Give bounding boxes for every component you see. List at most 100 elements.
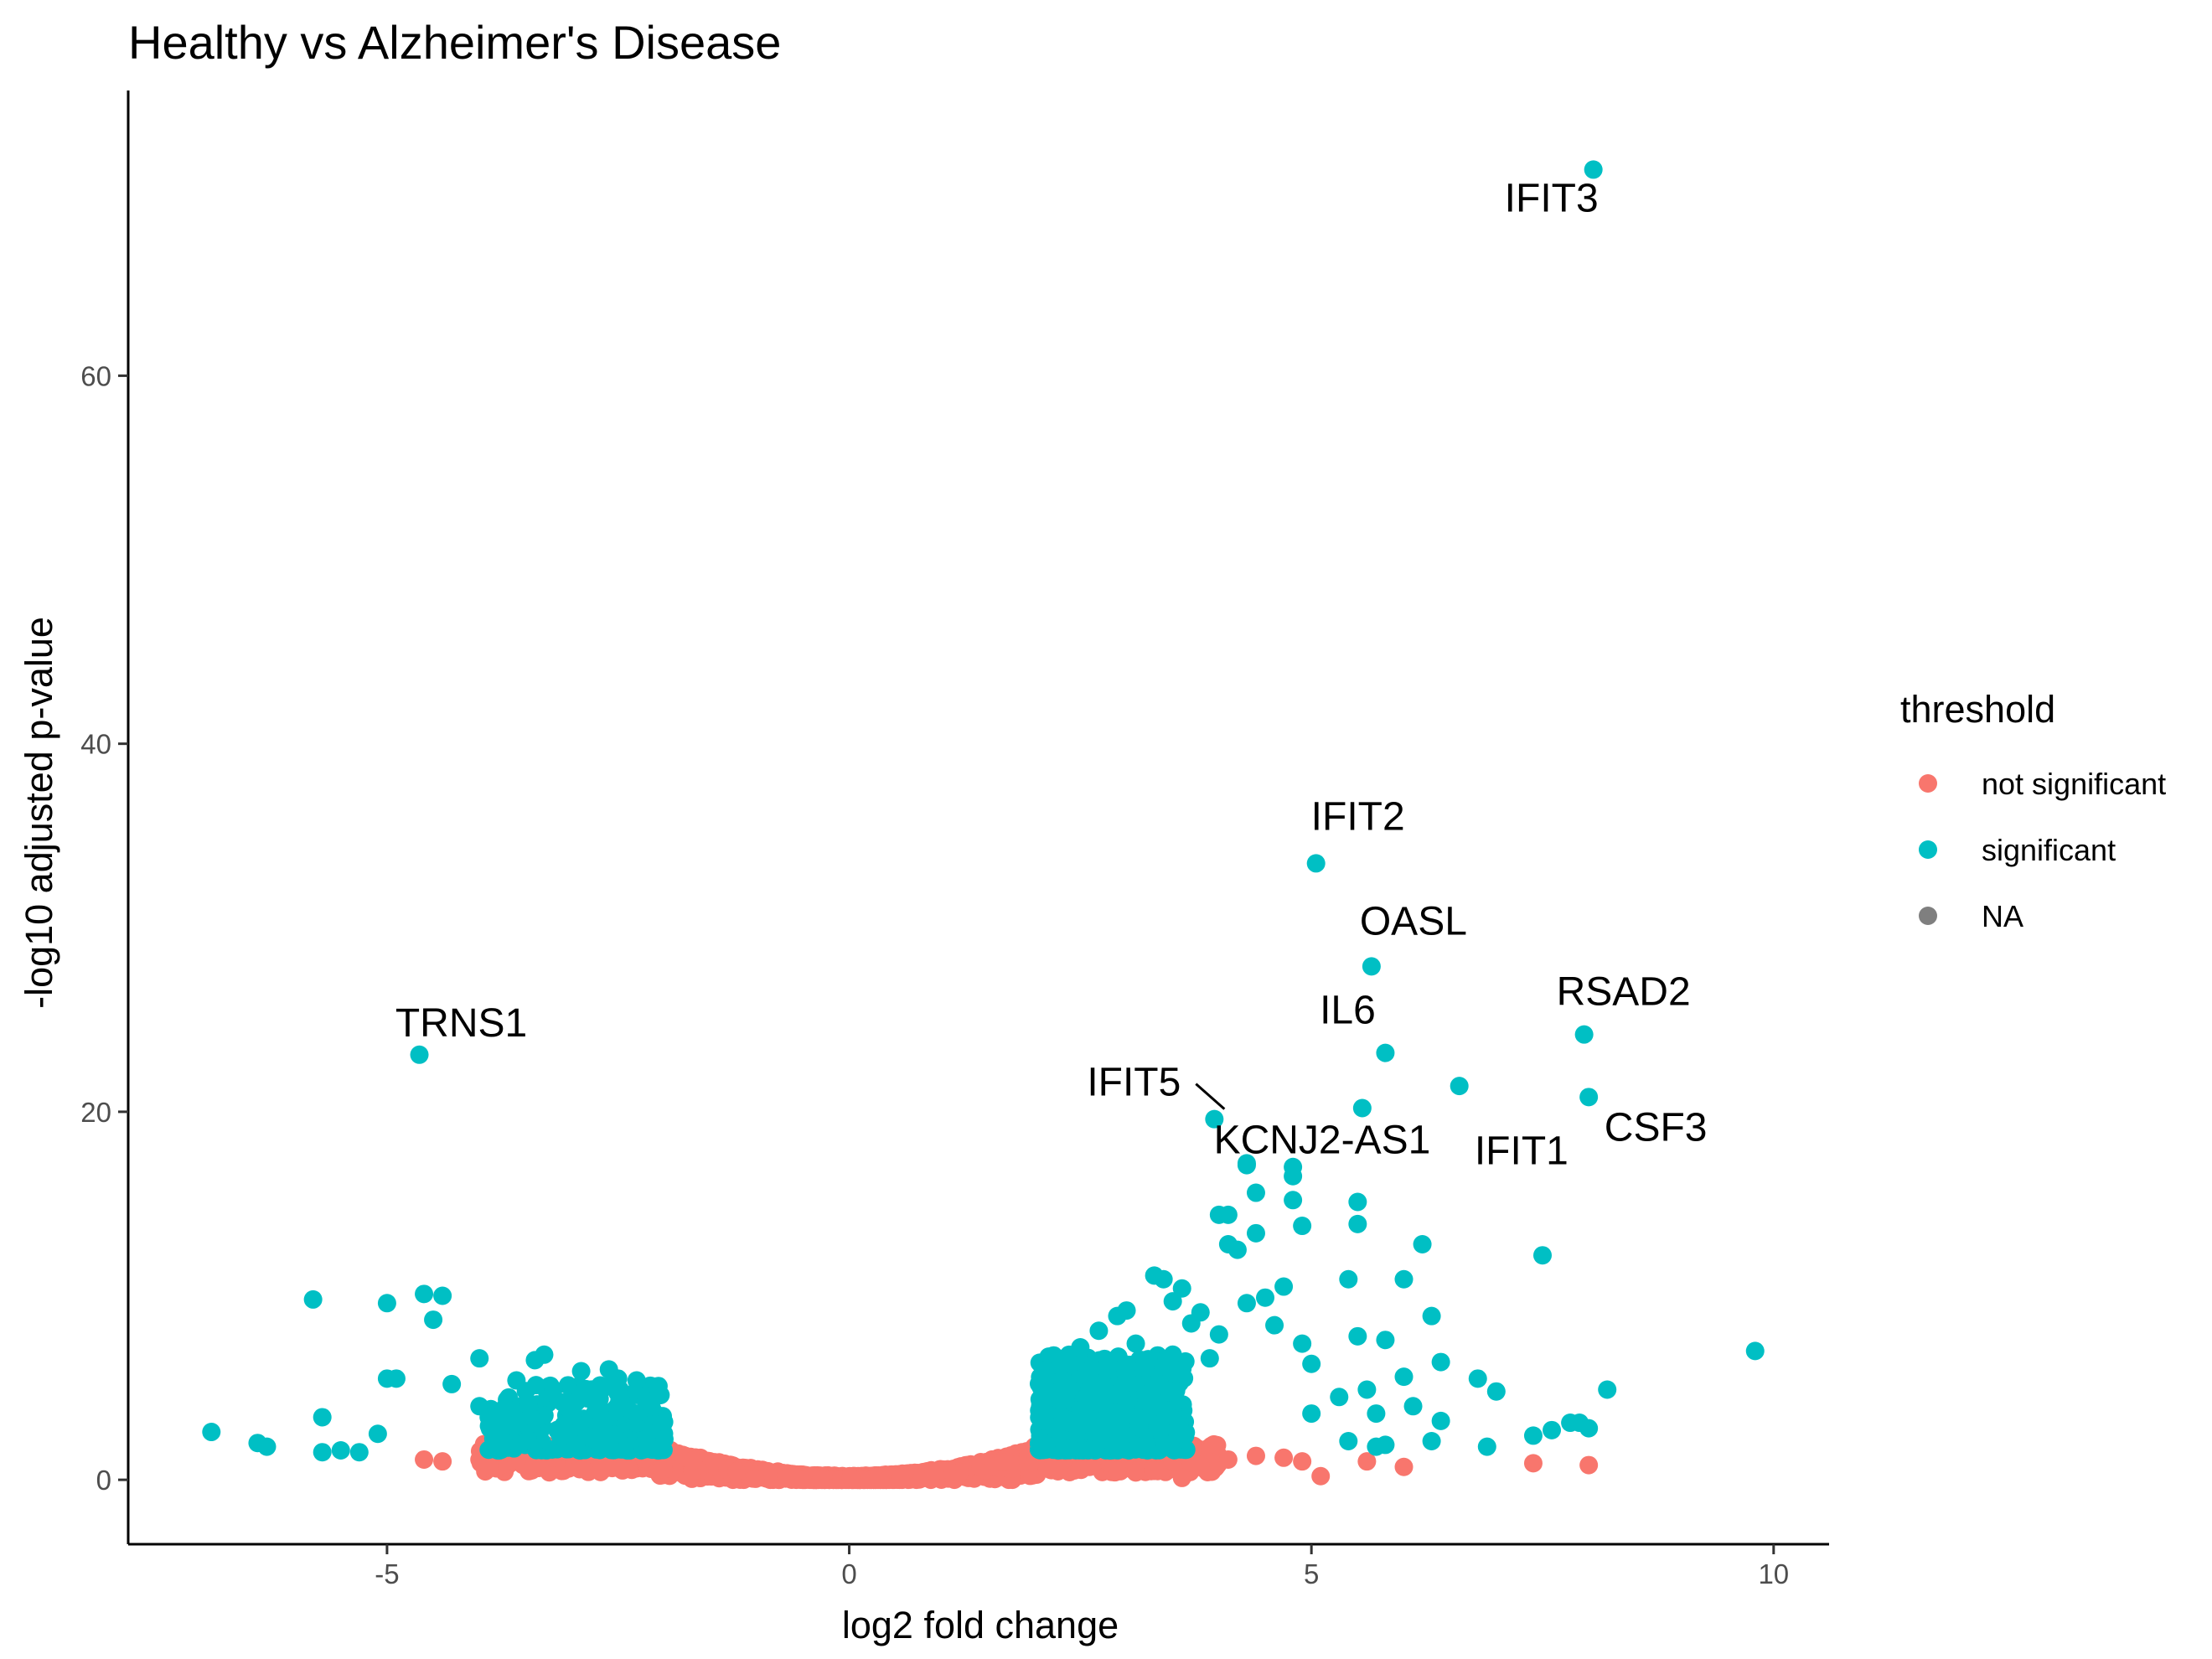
legend-swatch-na bbox=[1919, 907, 1937, 925]
significant-point bbox=[313, 1408, 332, 1427]
significant-point bbox=[1339, 1432, 1358, 1451]
not-significant-point bbox=[654, 1458, 673, 1477]
significant-point bbox=[1117, 1301, 1136, 1320]
significant-point bbox=[1284, 1191, 1303, 1210]
significant-point bbox=[1348, 1326, 1367, 1346]
not-significant-point bbox=[1394, 1457, 1414, 1476]
not-significant-point bbox=[1357, 1452, 1377, 1471]
gene-label-csf3: CSF3 bbox=[1605, 1105, 1708, 1150]
significant-point bbox=[1348, 1214, 1367, 1233]
significant-point bbox=[1084, 1353, 1103, 1372]
significant-point bbox=[1126, 1334, 1145, 1353]
x-ticks: -5 0 5 10 bbox=[375, 1544, 1789, 1589]
gene-label-il6: IL6 bbox=[1320, 989, 1376, 1033]
significant-point bbox=[1376, 1435, 1395, 1455]
not-significant-point bbox=[1207, 1435, 1227, 1455]
labeled-point-il6 bbox=[1376, 1043, 1395, 1062]
ifit5-connector bbox=[1195, 1083, 1226, 1110]
significant-point bbox=[1117, 1367, 1136, 1387]
significant-point bbox=[442, 1374, 462, 1393]
x-tick-label: 5 bbox=[1304, 1558, 1319, 1589]
significant-point bbox=[604, 1425, 623, 1445]
significant-point bbox=[1154, 1269, 1173, 1289]
significant-point bbox=[590, 1440, 609, 1460]
significant-point bbox=[433, 1286, 452, 1305]
significant-point bbox=[1088, 1393, 1108, 1413]
significant-point bbox=[1200, 1349, 1219, 1368]
significant-point bbox=[1330, 1388, 1349, 1407]
labeled-point-csf3 bbox=[1579, 1088, 1599, 1107]
not-significant-point bbox=[1311, 1466, 1331, 1486]
significant-point bbox=[1227, 1240, 1247, 1259]
significant-point bbox=[1486, 1382, 1506, 1401]
significant-point bbox=[519, 1430, 538, 1450]
significant-point bbox=[627, 1371, 646, 1390]
significant-point bbox=[303, 1289, 323, 1309]
significant-point bbox=[1431, 1352, 1450, 1372]
y-tick-label: 0 bbox=[96, 1465, 111, 1496]
significant-point bbox=[1256, 1288, 1275, 1307]
significant-point bbox=[627, 1404, 646, 1424]
x-tick-label: 10 bbox=[1758, 1558, 1789, 1589]
legend-entry-na: NA bbox=[1919, 899, 2023, 933]
significant-clusters bbox=[479, 1345, 1196, 1460]
significant-point bbox=[1274, 1277, 1294, 1296]
significant-point bbox=[1413, 1235, 1432, 1254]
significant-point bbox=[1163, 1345, 1182, 1364]
legend-entry-significant: significant bbox=[1919, 833, 2116, 867]
x-tick-label: 0 bbox=[841, 1558, 856, 1589]
significant-point bbox=[1543, 1420, 1562, 1439]
significant-point bbox=[1532, 1246, 1552, 1265]
not-significant-point bbox=[1108, 1461, 1127, 1481]
not-significant-point bbox=[841, 1468, 861, 1487]
y-tick-label: 40 bbox=[80, 729, 111, 760]
significant-point bbox=[558, 1376, 577, 1395]
y-ticks: 0 20 40 60 bbox=[80, 360, 128, 1496]
not-significant-point bbox=[415, 1450, 434, 1469]
significant-point bbox=[498, 1415, 517, 1434]
not-significant-point bbox=[683, 1451, 702, 1470]
significant-point bbox=[1579, 1419, 1599, 1438]
significant-point bbox=[590, 1389, 609, 1408]
significant-point bbox=[1348, 1192, 1367, 1212]
not-significant-point bbox=[1126, 1463, 1145, 1482]
significant-point bbox=[1034, 1411, 1053, 1430]
not-significant-point bbox=[1145, 1461, 1164, 1481]
significant-point bbox=[1036, 1361, 1056, 1380]
not-significant-point bbox=[785, 1467, 804, 1486]
not-significant-point bbox=[614, 1455, 633, 1475]
significant-point bbox=[1043, 1388, 1062, 1407]
significant-point bbox=[1477, 1437, 1496, 1456]
significant-point bbox=[377, 1294, 396, 1313]
significant-point bbox=[1468, 1369, 1487, 1388]
significant-point bbox=[1265, 1315, 1284, 1335]
y-tick-label: 60 bbox=[80, 360, 111, 391]
legend-label-not-significant: not significant bbox=[1982, 767, 2166, 801]
labeled-point-oasl bbox=[1362, 957, 1381, 976]
significant-point bbox=[313, 1443, 332, 1462]
not-significant-point bbox=[1274, 1448, 1294, 1467]
y-tick-label: 20 bbox=[80, 1097, 111, 1128]
significant-point bbox=[1036, 1440, 1056, 1460]
significant-point bbox=[636, 1391, 655, 1410]
significant-point bbox=[368, 1424, 387, 1444]
significant-point bbox=[1450, 1077, 1469, 1096]
not-significant-point bbox=[924, 1462, 943, 1481]
not-significant-point bbox=[1080, 1457, 1099, 1476]
significant-point bbox=[1209, 1325, 1228, 1344]
significant-point bbox=[1099, 1407, 1119, 1426]
not-significant-point bbox=[1218, 1450, 1238, 1469]
legend-title: threshold bbox=[1900, 688, 2055, 731]
significant-point bbox=[1071, 1338, 1090, 1357]
significant-point bbox=[1053, 1412, 1072, 1431]
significant-point bbox=[608, 1369, 628, 1388]
significant-series bbox=[202, 160, 1765, 1462]
legend-entry-not-significant: not significant bbox=[1919, 767, 2166, 801]
not-significant-point bbox=[1044, 1457, 1063, 1476]
labeled-point-trns1 bbox=[410, 1045, 429, 1064]
gene-labels: IFIT3 IFIT2 OASL RSAD2 TRNS1 IL6 IFIT1 CSF3 IFIT… bbox=[395, 176, 1708, 1173]
significant-point bbox=[1062, 1439, 1081, 1458]
not-significant-point bbox=[994, 1453, 1013, 1472]
significant-point bbox=[1367, 1404, 1386, 1424]
